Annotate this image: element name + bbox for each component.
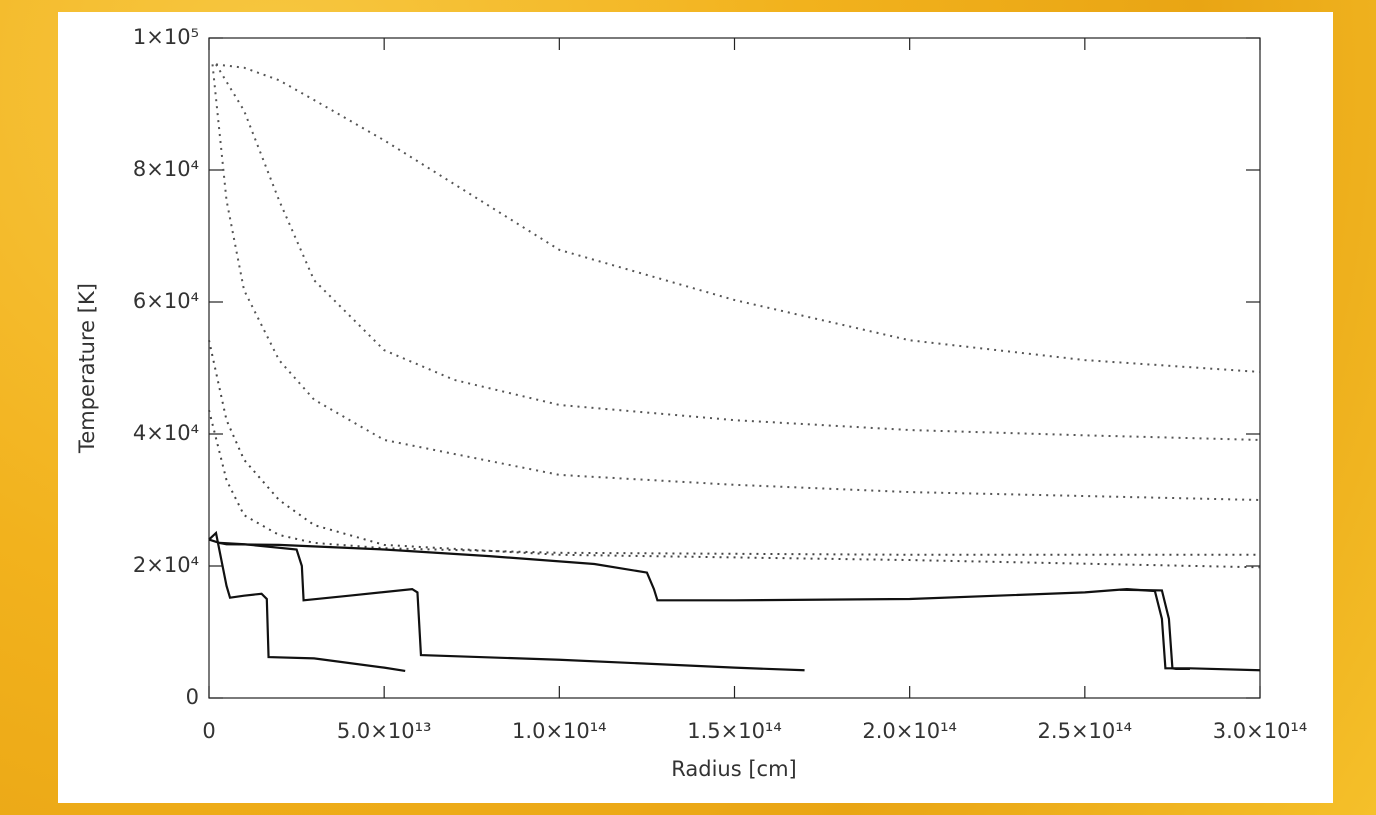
x-tick-label: 1.5×10¹⁴	[687, 719, 782, 743]
series-line	[219, 541, 805, 672]
series-line	[208, 538, 1261, 672]
x-tick-label: 5.0×10¹³	[337, 719, 432, 743]
plot-frame	[208, 37, 1261, 699]
y-tick-label: 6×10⁴	[133, 289, 199, 313]
y-tick-label: 8×10⁴	[133, 157, 199, 181]
series-line	[215, 63, 1261, 373]
x-tick-label: 0	[202, 719, 215, 743]
y-axis-label: Temperature [K]	[75, 283, 99, 454]
x-tick-label: 2.0×10¹⁴	[862, 719, 957, 743]
y-tick-label: 2×10⁴	[133, 553, 199, 577]
x-tick-label: 3.0×10¹⁴	[1213, 719, 1308, 743]
series-line	[208, 340, 1261, 569]
y-tick-label: 0	[186, 685, 199, 709]
x-tick-label: 1.0×10¹⁴	[512, 719, 607, 743]
series-line	[1119, 588, 1190, 671]
series-line	[208, 530, 406, 673]
x-axis-label: Radius [cm]	[671, 757, 796, 781]
series-line	[208, 409, 1260, 556]
panel	[58, 12, 1333, 803]
y-tick-label: 1×10⁵	[133, 25, 199, 49]
series-line	[211, 64, 1261, 501]
x-tick-label: 2.5×10¹⁴	[1038, 719, 1133, 743]
series-line	[215, 63, 1261, 441]
y-tick-label: 4×10⁴	[133, 421, 199, 445]
